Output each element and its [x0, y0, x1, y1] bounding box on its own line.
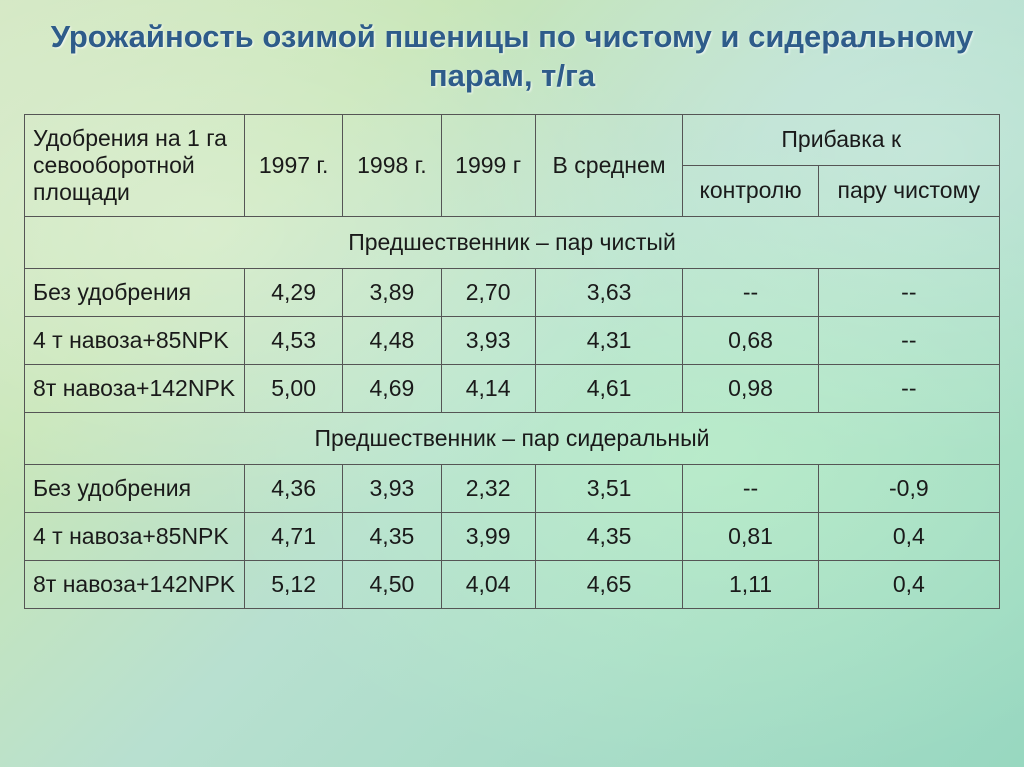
cell: 0,68: [683, 316, 818, 364]
table-row: 8т навоза+142NPK 5,12 4,50 4,04 4,65 1,1…: [25, 560, 1000, 608]
cell: --: [818, 316, 999, 364]
row-label: 4 т навоза+85NPK: [25, 512, 245, 560]
section1-label: Предшественник – пар чистый: [25, 216, 1000, 268]
cell: 1,11: [683, 560, 818, 608]
data-table: Удобрения на 1 га севооборотной площади …: [24, 114, 1000, 609]
cell: --: [818, 268, 999, 316]
header-label: Удобрения на 1 га севооборотной площади: [25, 114, 245, 216]
cell: 4,29: [245, 268, 343, 316]
cell: 0,4: [818, 512, 999, 560]
header-year1: 1997 г.: [245, 114, 343, 216]
table-row: Без удобрения 4,29 3,89 2,70 3,63 -- --: [25, 268, 1000, 316]
cell: 5,00: [245, 364, 343, 412]
cell: 4,71: [245, 512, 343, 560]
section-header-1: Предшественник – пар чистый: [25, 216, 1000, 268]
table-row: Без удобрения 4,36 3,93 2,32 3,51 -- -0,…: [25, 464, 1000, 512]
cell: 2,70: [441, 268, 535, 316]
section2-label: Предшественник – пар сидеральный: [25, 412, 1000, 464]
header-add-control: контролю: [683, 165, 818, 216]
row-label: 4 т навоза+85NPK: [25, 316, 245, 364]
cell: 3,51: [535, 464, 683, 512]
cell: 3,93: [343, 464, 441, 512]
cell: --: [683, 268, 818, 316]
row-label: 8т навоза+142NPK: [25, 364, 245, 412]
cell: 4,35: [535, 512, 683, 560]
table-row: 4 т навоза+85NPK 4,53 4,48 3,93 4,31 0,6…: [25, 316, 1000, 364]
cell: 4,69: [343, 364, 441, 412]
cell: 0,4: [818, 560, 999, 608]
cell: -0,9: [818, 464, 999, 512]
cell: --: [683, 464, 818, 512]
cell: 4,65: [535, 560, 683, 608]
cell: 4,50: [343, 560, 441, 608]
cell: 4,61: [535, 364, 683, 412]
cell: 2,32: [441, 464, 535, 512]
table-row: 8т навоза+142NPK 5,00 4,69 4,14 4,61 0,9…: [25, 364, 1000, 412]
row-label: 8т навоза+142NPK: [25, 560, 245, 608]
cell: --: [818, 364, 999, 412]
cell: 4,31: [535, 316, 683, 364]
header-avg: В среднем: [535, 114, 683, 216]
section-header-2: Предшественник – пар сидеральный: [25, 412, 1000, 464]
cell: 3,99: [441, 512, 535, 560]
cell: 5,12: [245, 560, 343, 608]
header-addition: Прибавка к: [683, 114, 1000, 165]
cell: 3,63: [535, 268, 683, 316]
cell: 0,81: [683, 512, 818, 560]
header-year3: 1999 г: [441, 114, 535, 216]
slide-title: Урожайность озимой пшеницы по чистому и …: [24, 18, 1000, 96]
cell: 4,48: [343, 316, 441, 364]
row-label: Без удобрения: [25, 464, 245, 512]
cell: 3,89: [343, 268, 441, 316]
cell: 4,14: [441, 364, 535, 412]
cell: 4,36: [245, 464, 343, 512]
row-label: Без удобрения: [25, 268, 245, 316]
cell: 4,53: [245, 316, 343, 364]
cell: 4,35: [343, 512, 441, 560]
table-row: 4 т навоза+85NPK 4,71 4,35 3,99 4,35 0,8…: [25, 512, 1000, 560]
cell: 0,98: [683, 364, 818, 412]
cell: 3,93: [441, 316, 535, 364]
header-add-fallow: пару чистому: [818, 165, 999, 216]
header-year2: 1998 г.: [343, 114, 441, 216]
cell: 4,04: [441, 560, 535, 608]
